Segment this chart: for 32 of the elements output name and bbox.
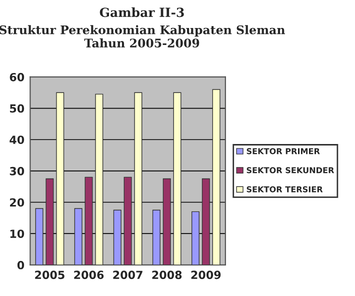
chart-title: Gambar II-3 [100, 7, 184, 18]
bar [35, 208, 44, 265]
y-tick-label: 50 [10, 104, 24, 113]
bar [191, 211, 200, 265]
x-tick-label: 2007 [113, 270, 142, 280]
x-tick-label: 2009 [191, 270, 221, 280]
x-tick-label: 2006 [74, 270, 104, 280]
y-tick-label: 40 [10, 136, 24, 144]
legend-label: SEKTOR SEKUNDER [246, 167, 334, 174]
bar [46, 178, 54, 265]
chart-subtitle: Struktur Perekonomian Kabupaten Sleman Tahun 2005-2009 [0, 25, 285, 48]
bar [162, 178, 171, 265]
bar [202, 178, 210, 265]
bar [212, 89, 220, 265]
x-tick-label: 2005 [35, 270, 64, 280]
bar [173, 92, 182, 265]
y-tick-label: 30 [10, 166, 24, 176]
y-tick-label: 60 [10, 72, 24, 82]
legend-label: SEKTOR PRIMER [246, 148, 320, 154]
legend-label: SEKTOR TERSIER [246, 186, 323, 192]
y-tick-label: 20 [10, 198, 24, 207]
bar [124, 176, 132, 265]
bar [56, 92, 64, 265]
bar [113, 210, 122, 265]
bar [134, 92, 142, 265]
bar [152, 210, 160, 265]
bar [74, 208, 82, 265]
y-tick-label: 0 [17, 260, 24, 270]
x-tick-label: 2008 [152, 270, 182, 280]
bar [95, 94, 104, 265]
y-tick-label: 10 [10, 230, 24, 238]
bar [84, 176, 93, 265]
